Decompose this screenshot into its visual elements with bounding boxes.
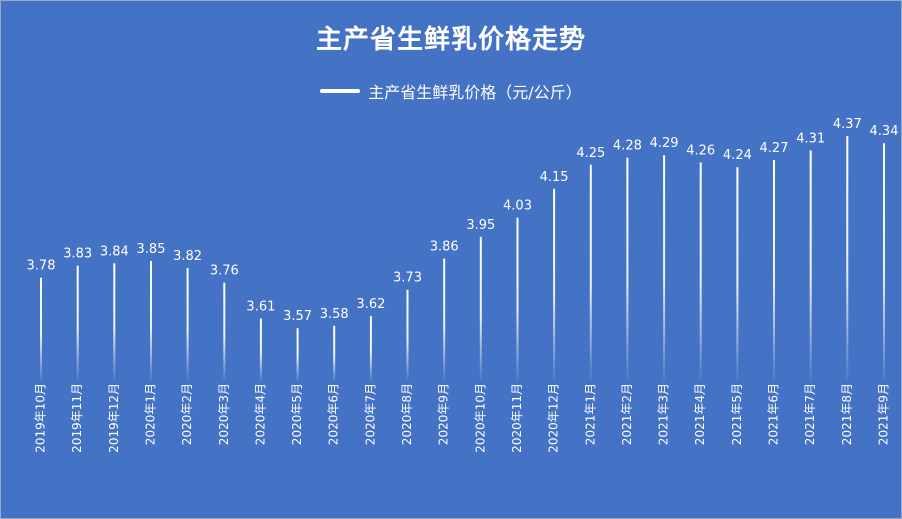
legend: 主产省生鲜乳价格（元/公斤） [1, 79, 901, 103]
data-label-22: 4.31 [796, 131, 825, 146]
bar-23 [846, 136, 849, 381]
bar-22 [809, 150, 812, 381]
data-label-12: 3.86 [430, 240, 459, 255]
data-label-9: 3.58 [320, 307, 349, 322]
data-label-6: 3.76 [210, 264, 239, 279]
x-tick-label-4: 2020年1月 [144, 383, 158, 445]
data-label-14: 4.03 [503, 199, 532, 214]
bar-24 [883, 143, 885, 381]
x-tick-label-2: 2019年11月 [70, 383, 84, 453]
x-tick-label-14: 2020年11月 [510, 383, 524, 453]
data-label-20: 4.24 [723, 148, 752, 163]
bar-3 [113, 263, 116, 381]
data-label-13: 3.95 [466, 218, 495, 233]
data-label-10: 3.62 [356, 297, 385, 312]
bar-11 [406, 289, 409, 381]
bar-5 [186, 268, 189, 381]
bar-4 [150, 260, 152, 381]
x-tick-label-6: 2020年3月 [217, 383, 231, 445]
data-label-21: 4.27 [760, 141, 789, 156]
bar-1 [40, 277, 42, 381]
x-tick-label-10: 2020年7月 [363, 383, 377, 445]
bar-12 [443, 258, 446, 381]
x-tick-label-8: 2020年5月 [290, 383, 304, 445]
data-label-7: 3.61 [246, 300, 275, 315]
data-label-23: 4.37 [833, 117, 862, 132]
data-label-3: 3.84 [100, 244, 129, 259]
x-tick-label-18: 2021年3月 [657, 383, 671, 445]
bar-21 [773, 160, 775, 381]
data-label-5: 3.82 [173, 249, 202, 264]
bar-8 [296, 328, 299, 381]
x-tick-label-13: 2020年10月 [473, 383, 487, 453]
x-tick-label-1: 2019年10月 [34, 383, 48, 453]
bar-18 [663, 155, 666, 381]
data-label-18: 4.29 [650, 136, 679, 151]
x-tick-label-19: 2021年4月 [693, 383, 707, 445]
bar-6 [223, 282, 226, 381]
x-tick-label-17: 2021年2月 [620, 383, 634, 445]
data-label-15: 4.15 [540, 170, 569, 185]
data-label-11: 3.73 [393, 271, 422, 286]
x-tick-label-22: 2021年7月 [803, 383, 817, 445]
x-tick-label-23: 2021年8月 [840, 383, 854, 445]
x-tick-label-5: 2020年2月 [180, 383, 194, 445]
bar-13 [479, 236, 482, 381]
x-tick-label-24: 2021年9月 [877, 383, 891, 445]
bar-7 [259, 318, 262, 381]
x-tick-label-9: 2020年6月 [327, 383, 341, 445]
data-label-8: 3.57 [283, 309, 312, 324]
data-label-4: 3.85 [137, 242, 166, 257]
bar-19 [699, 162, 702, 381]
data-label-17: 4.28 [613, 139, 642, 154]
x-tick-label-11: 2020年8月 [400, 383, 414, 445]
bar-15 [553, 188, 556, 381]
data-label-19: 4.26 [686, 143, 715, 158]
data-label-2: 3.83 [63, 247, 92, 262]
x-tick-label-3: 2019年12月 [107, 383, 121, 453]
chart-title: 主产省生鲜乳价格走势 [315, 25, 586, 55]
bar-2 [76, 265, 79, 381]
x-tick-label-21: 2021年6月 [767, 383, 781, 445]
bar-17 [626, 157, 629, 381]
legend-swatch [320, 89, 361, 93]
x-tick-label-7: 2020年4月 [253, 383, 267, 445]
bar-20 [736, 167, 739, 381]
legend-label: 主产省生鲜乳价格（元/公斤） [368, 83, 582, 102]
bar-9 [333, 325, 336, 381]
bar-10 [369, 316, 372, 381]
data-label-24: 4.34 [870, 124, 899, 139]
data-label-1: 3.78 [27, 259, 56, 274]
bar-16 [589, 164, 592, 381]
x-tick-label-12: 2020年9月 [437, 383, 451, 445]
x-tick-label-15: 2020年12月 [547, 383, 561, 453]
x-tick-label-20: 2021年5月 [730, 383, 744, 445]
x-tick-label-16: 2021年1月 [583, 383, 597, 445]
bar-14 [516, 217, 519, 381]
data-label-16: 4.25 [576, 146, 605, 161]
